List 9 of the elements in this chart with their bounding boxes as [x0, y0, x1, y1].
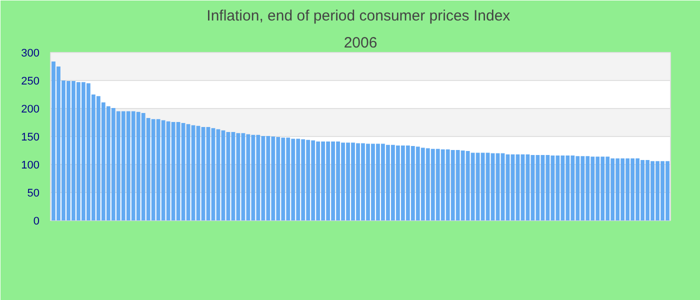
chart-title: Inflation, end of period consumer prices Index: [206, 8, 511, 24]
y-tick-label: 200: [21, 104, 40, 116]
chart-subtitle: 2006: [344, 34, 378, 52]
y-tick-label: 150: [21, 132, 40, 144]
y-tick-label: 0: [33, 216, 40, 228]
y-tick-label: 250: [21, 76, 40, 88]
y-tick-label: 300: [21, 48, 40, 60]
y-tick-label: 100: [21, 160, 40, 172]
y-tick-label: 50: [27, 188, 40, 200]
